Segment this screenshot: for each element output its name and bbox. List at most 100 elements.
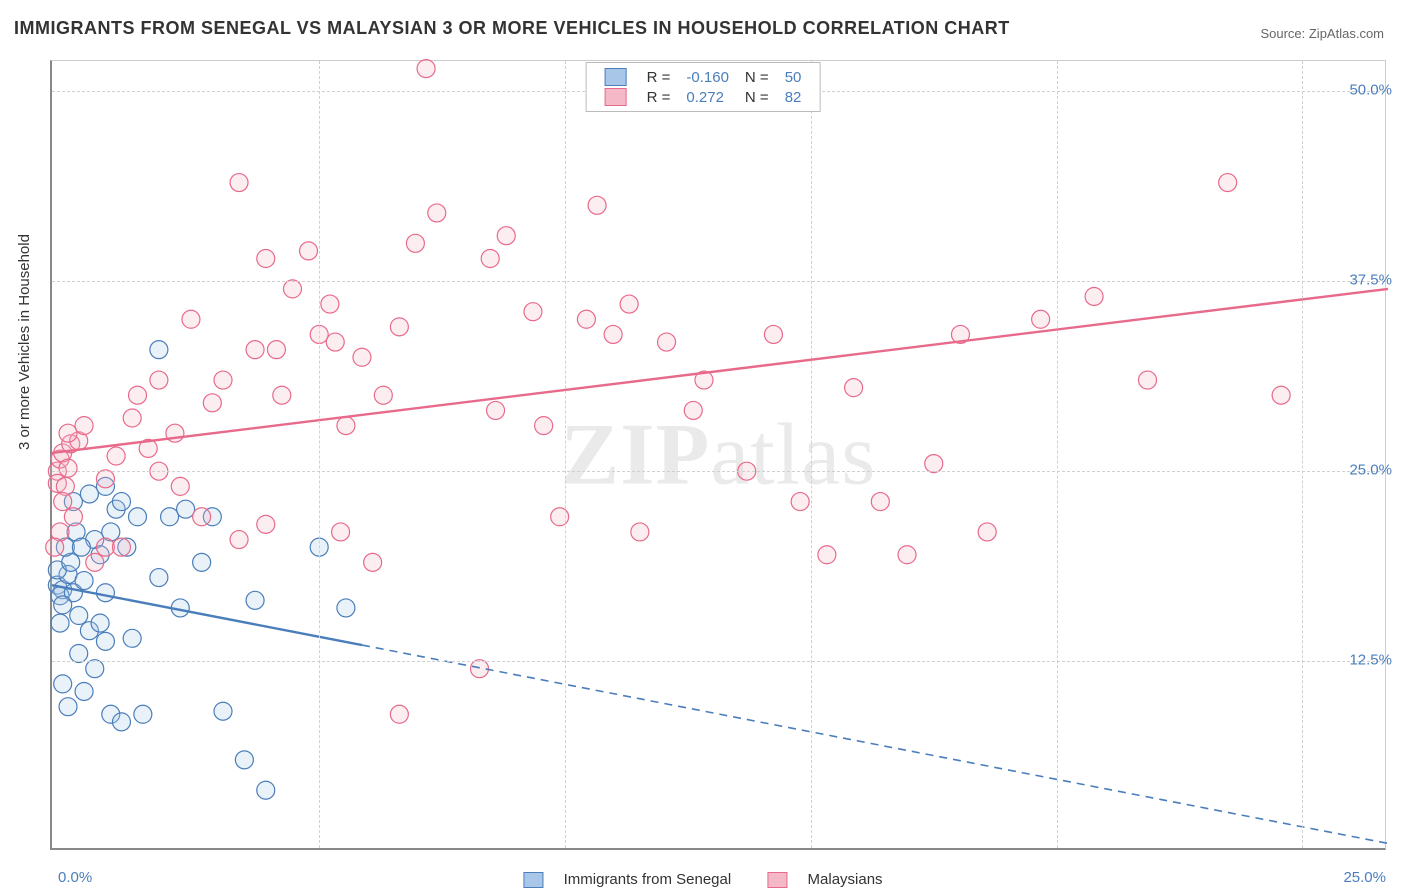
- data-point: [487, 401, 505, 419]
- data-point: [86, 660, 104, 678]
- data-point: [230, 174, 248, 192]
- data-point: [978, 523, 996, 541]
- data-point: [96, 632, 114, 650]
- x-tick-end: 25.0%: [1343, 869, 1386, 886]
- data-point: [54, 675, 72, 693]
- data-point: [1272, 386, 1290, 404]
- gridline-v: [1302, 61, 1303, 848]
- gridline-h: [52, 661, 1385, 662]
- data-point: [46, 538, 64, 556]
- data-point: [390, 318, 408, 336]
- gridline-v: [811, 61, 812, 848]
- data-point: [524, 303, 542, 321]
- data-point: [75, 682, 93, 700]
- data-point: [535, 417, 553, 435]
- data-point: [214, 371, 232, 389]
- data-point: [70, 607, 88, 625]
- data-point: [1085, 287, 1103, 305]
- data-point: [161, 508, 179, 526]
- data-point: [818, 546, 836, 564]
- chart-title: IMMIGRANTS FROM SENEGAL VS MALAYSIAN 3 O…: [14, 18, 1010, 39]
- gridline-v: [1057, 61, 1058, 848]
- data-point: [898, 546, 916, 564]
- data-point: [75, 572, 93, 590]
- data-point: [337, 599, 355, 617]
- series-legend: Immigrants from Senegal Malaysians: [501, 871, 904, 888]
- data-point: [230, 531, 248, 549]
- gridline-v: [565, 61, 566, 848]
- data-point: [75, 417, 93, 435]
- data-point: [684, 401, 702, 419]
- data-point: [96, 584, 114, 602]
- data-point: [428, 204, 446, 222]
- data-point: [871, 493, 889, 511]
- data-point: [257, 781, 275, 799]
- data-point: [364, 553, 382, 571]
- data-point: [123, 629, 141, 647]
- data-point: [406, 234, 424, 252]
- swatch-malaysians-bottom: [767, 872, 787, 888]
- data-point: [326, 333, 344, 351]
- data-point: [59, 424, 77, 442]
- data-point: [70, 645, 88, 663]
- swatch-malaysians: [605, 88, 627, 106]
- data-point: [791, 493, 809, 511]
- data-point: [171, 477, 189, 495]
- data-point: [577, 310, 595, 328]
- swatch-senegal: [605, 68, 627, 86]
- data-point: [96, 538, 114, 556]
- data-point: [59, 698, 77, 716]
- data-point: [257, 250, 275, 268]
- data-point: [321, 295, 339, 313]
- data-point: [203, 394, 221, 412]
- data-point: [353, 348, 371, 366]
- data-point: [604, 325, 622, 343]
- legend-row-malaysians: R = 0.272 N = 82: [597, 87, 810, 107]
- data-point: [588, 196, 606, 214]
- data-point: [112, 713, 130, 731]
- trend-line: [52, 289, 1388, 453]
- data-point: [235, 751, 253, 769]
- data-point: [59, 459, 77, 477]
- y-tick-50: 50.0%: [1349, 82, 1392, 99]
- data-point: [417, 60, 435, 78]
- data-point: [332, 523, 350, 541]
- data-point: [54, 596, 72, 614]
- data-point: [1139, 371, 1157, 389]
- data-point: [1032, 310, 1050, 328]
- data-point: [112, 493, 130, 511]
- data-point: [390, 705, 408, 723]
- trend-line-dashed: [362, 645, 1388, 843]
- correlation-legend: R = -0.160 N = 50 R = 0.272 N = 82: [586, 62, 821, 112]
- data-point: [134, 705, 152, 723]
- data-point: [123, 409, 141, 427]
- scatter-svg: [52, 61, 1385, 848]
- data-point: [246, 591, 264, 609]
- data-point: [193, 508, 211, 526]
- data-point: [150, 569, 168, 587]
- data-point: [497, 227, 515, 245]
- data-point: [80, 485, 98, 503]
- data-point: [925, 455, 943, 473]
- data-point: [193, 553, 211, 571]
- gridline-h: [52, 281, 1385, 282]
- y-tick-12-5: 12.5%: [1349, 652, 1392, 669]
- data-point: [764, 325, 782, 343]
- chart-plot-area: ZIPatlas: [50, 60, 1386, 850]
- data-point: [107, 447, 125, 465]
- data-point: [1219, 174, 1237, 192]
- data-point: [54, 493, 72, 511]
- y-tick-37-5: 37.5%: [1349, 272, 1392, 289]
- data-point: [177, 500, 195, 518]
- data-point: [658, 333, 676, 351]
- data-point: [267, 341, 285, 359]
- data-point: [374, 386, 392, 404]
- data-point: [300, 242, 318, 260]
- data-point: [246, 341, 264, 359]
- data-point: [112, 538, 130, 556]
- data-point: [72, 538, 90, 556]
- y-axis-label: 3 or more Vehicles in Household: [16, 234, 33, 450]
- data-point: [273, 386, 291, 404]
- data-point: [283, 280, 301, 298]
- source-attribution: Source: ZipAtlas.com: [1260, 26, 1384, 41]
